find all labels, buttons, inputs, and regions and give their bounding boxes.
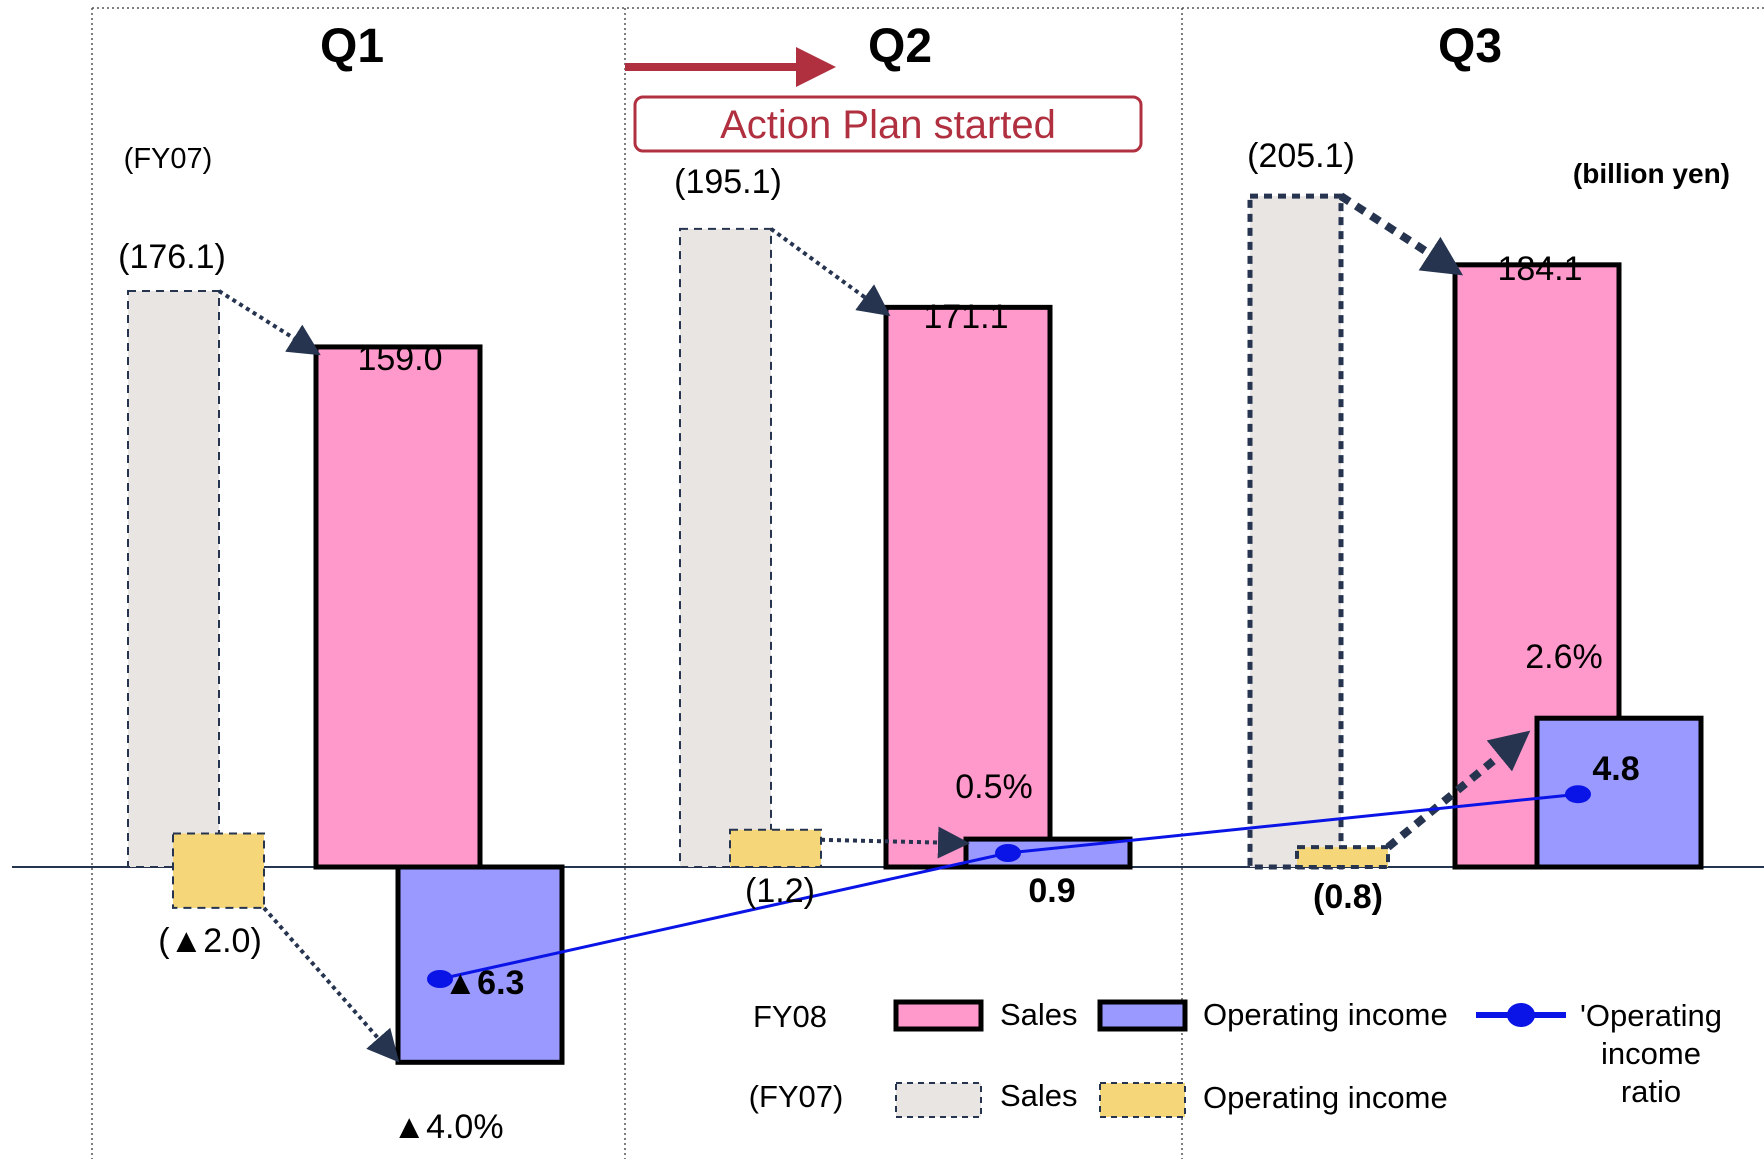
arrow-oi-q1 — [262, 906, 400, 1063]
label-fy07-sales-q1: (176.1) — [118, 238, 226, 276]
legend-swatch-fy07-sales — [895, 1082, 982, 1118]
label-fy08-oi-q1: ▲6.3 — [444, 964, 525, 1002]
panel-dividers — [91, 7, 1764, 1159]
series-fy07-sales — [127, 193, 1344, 870]
unit-label: (billion yen) — [1573, 158, 1730, 189]
legend-ratio-label-2: income — [1601, 1036, 1701, 1071]
series-fy07-oi — [172, 828, 1390, 909]
label-fy07-sales-q2: (195.1) — [674, 163, 782, 201]
legend-fy08-sales-label: Sales — [1000, 997, 1078, 1032]
bar-fy08-sales-q1 — [313, 344, 483, 870]
bar-fy08-sales-q2 — [883, 304, 1053, 870]
label-fy07-oi-q1: (▲2.0) — [158, 922, 262, 960]
label-fy08-sales-q3: 184.1 — [1497, 250, 1582, 288]
label-fy07-sales-q3: (205.1) — [1247, 137, 1355, 175]
bar-fy07-oi-q3 — [1295, 845, 1390, 869]
category-label-q3: Q3 — [1438, 20, 1502, 73]
legend-fy08-label: FY08 — [753, 999, 827, 1034]
arrow-sales-q1 — [217, 289, 321, 356]
label-ratio-q1: ▲4.0% — [392, 1108, 503, 1146]
legend-fy07-sales-label: Sales — [1000, 1078, 1078, 1113]
legend-ratio-label-1: 'Operating — [1580, 998, 1722, 1033]
label-fy08-sales-q2: 171.1 — [923, 298, 1008, 336]
action-plan-box — [633, 95, 1143, 153]
legend-fy08-oi-label: Operating income — [1203, 997, 1448, 1032]
legend: FY08 (FY07) Sales Operating income Sales… — [749, 997, 1722, 1118]
legend-ratio-marker — [1507, 1003, 1535, 1027]
legend-swatch-fy08-sales — [893, 999, 984, 1032]
comparison-arrows — [217, 192, 1531, 1063]
fy07-header-label: (FY07) — [124, 143, 213, 175]
bar-fy07-oi-q1 — [172, 832, 265, 909]
label-fy07-oi-q2: (1.2) — [745, 872, 815, 910]
series-fy08-oi — [395, 715, 1704, 1065]
category-label-q2: Q2 — [868, 20, 932, 73]
point-ratio-q2 — [995, 844, 1021, 862]
bar-fy07-sales-q2 — [679, 227, 772, 868]
label-ratio-q2: 0.5% — [955, 768, 1033, 806]
bar-fy08-oi-q1 — [395, 864, 565, 1065]
point-ratio-q3 — [1565, 785, 1591, 804]
legend-swatch-fy08-oi — [1097, 999, 1188, 1032]
legend-swatch-fy07-oi — [1099, 1082, 1186, 1118]
label-ratio-q3: 2.6% — [1525, 638, 1603, 676]
bar-fy08-oi-q3 — [1534, 715, 1704, 870]
arrow-sales-q3 — [1338, 192, 1464, 276]
legend-ratio-label-3: ratio — [1621, 1074, 1681, 1109]
label-fy08-oi-q2: 0.9 — [1028, 872, 1075, 910]
series-ratio-points — [427, 785, 1591, 988]
legend-fy07-label: (FY07) — [749, 1079, 844, 1114]
label-fy08-sales-q1: 159.0 — [357, 340, 442, 378]
point-ratio-q1 — [427, 970, 453, 988]
bar-fy07-sales-q3 — [1247, 193, 1344, 870]
action-plan-label: Action Plan started — [720, 103, 1056, 147]
legend-fy07-oi-label: Operating income — [1203, 1080, 1448, 1115]
category-label-q1: Q1 — [320, 20, 384, 73]
label-fy08-oi-q3: 4.8 — [1592, 750, 1639, 788]
bar-fy07-sales-q1 — [127, 290, 220, 868]
label-fy07-oi-q3: (0.8) — [1313, 878, 1383, 916]
bar-fy07-oi-q2 — [729, 828, 822, 868]
arrow-sales-q2 — [769, 227, 891, 317]
